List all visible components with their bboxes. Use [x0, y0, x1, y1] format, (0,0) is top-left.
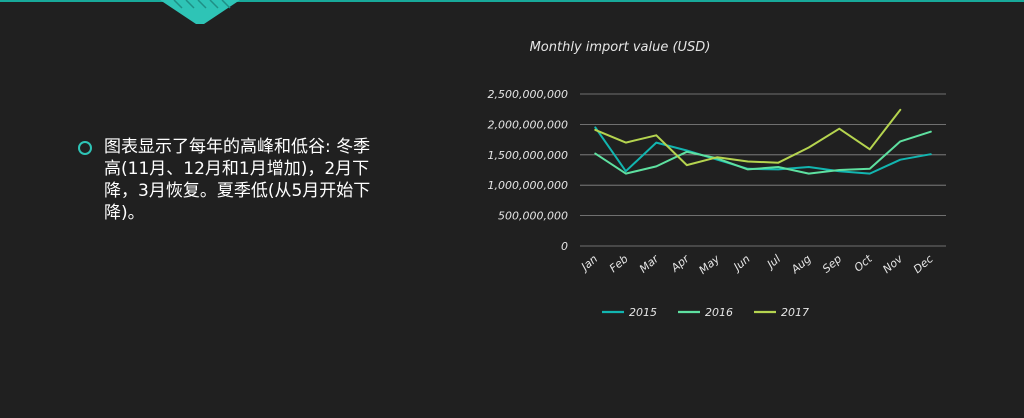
y-tick-label: 2,500,000,000 — [488, 88, 568, 101]
x-tick-label: Mar — [637, 251, 662, 275]
x-tick-label: Jan — [577, 252, 600, 274]
y-tick-label: 2,000,000,000 — [488, 118, 568, 131]
x-tick-label: Aug — [788, 252, 814, 276]
chart-title: Monthly import value (USD) — [530, 40, 711, 55]
top-accent-line — [0, 0, 1024, 2]
x-tick-label: Sep — [820, 252, 844, 275]
y-tick-label: 1,500,000,000 — [488, 149, 568, 162]
x-tick-label: Jun — [730, 252, 753, 274]
legend-label: 2017 — [781, 306, 809, 319]
x-tick-label: Feb — [607, 252, 631, 275]
x-tick-label: Apr — [668, 251, 693, 275]
series-line-2016 — [594, 130, 932, 175]
legend-label: 2015 — [629, 306, 657, 319]
bullet-ring-icon — [78, 141, 92, 155]
bullet-text: 图表显示了每年的高峰和低谷: 冬季高(11月、12月和1月增加)，2月下降，3月… — [104, 137, 371, 223]
x-tick-label: Dec — [911, 252, 936, 276]
y-tick-label: 500,000,000 — [498, 210, 568, 223]
x-tick-label: May — [696, 252, 722, 277]
top-decoration-ribbon — [160, 0, 240, 24]
series-line-2017 — [594, 108, 902, 167]
x-tick-label: Jul — [763, 252, 783, 272]
legend-label: 2016 — [705, 306, 733, 319]
y-tick-label: 0 — [561, 240, 568, 253]
line-chart: Monthly import value (USD) 0 500,000,000 1… — [488, 40, 946, 319]
x-tick-label: Oct — [852, 252, 875, 275]
x-tick-label: Nov — [880, 252, 905, 276]
y-tick-label: 1,000,000,000 — [488, 179, 568, 192]
